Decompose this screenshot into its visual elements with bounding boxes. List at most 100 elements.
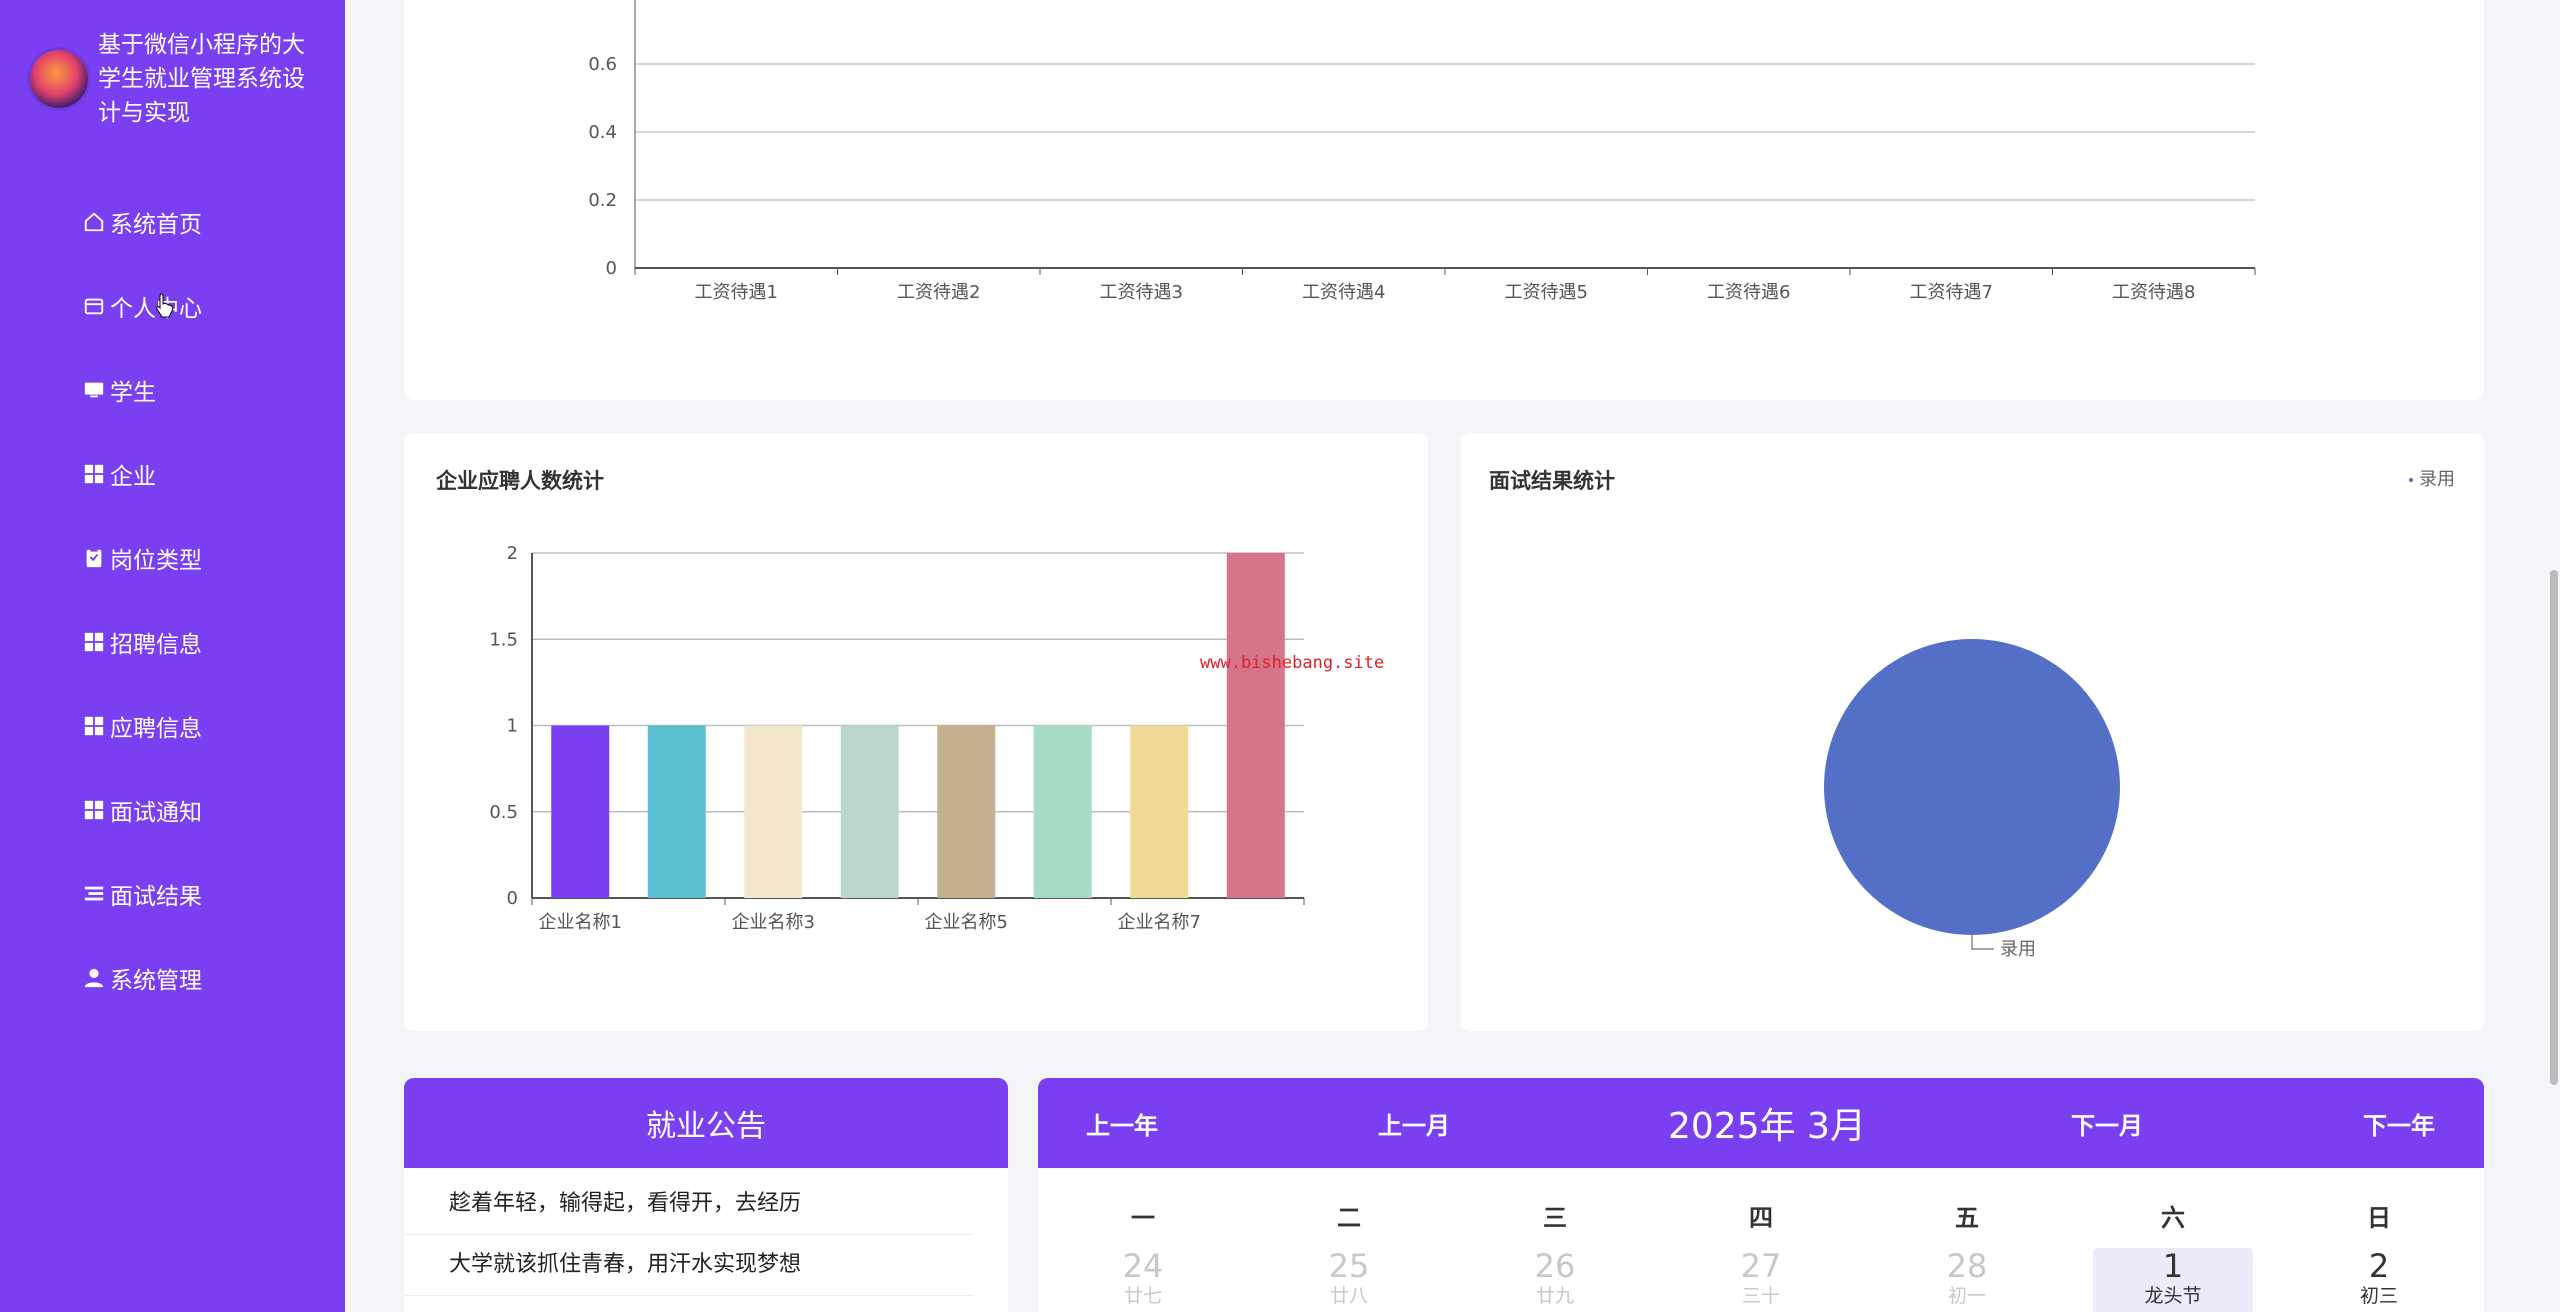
- pie-label: 录用: [2000, 939, 2036, 960]
- y-tick-label: 0.6: [588, 54, 617, 75]
- calendar-day[interactable]: 25 廿八: [1269, 1248, 1429, 1312]
- x-tick-label: 企业名称7: [1118, 912, 1201, 933]
- y-tick-label: 2: [507, 543, 518, 564]
- lunar-label: 三十: [1741, 1285, 1780, 1307]
- app-logo: [30, 50, 88, 108]
- x-tick-label: 工资待遇3: [1100, 282, 1183, 303]
- next-year-button[interactable]: 下一年: [2363, 1111, 2435, 1140]
- weekday-label: 三: [1543, 1204, 1567, 1232]
- bar: [551, 725, 610, 898]
- sidebar-item-home[interactable]: 系统首页: [0, 180, 345, 264]
- list-icon: [80, 883, 108, 905]
- sidebar-item-profile[interactable]: 个人中心: [0, 264, 345, 348]
- weekday-label: 五: [1955, 1204, 1979, 1232]
- y-tick-label: 0: [606, 258, 617, 279]
- calendar-day[interactable]: 24 廿七: [1063, 1248, 1223, 1312]
- grid-icon: [80, 631, 108, 653]
- list-item[interactable]: 趁着年轻，输得起，看得开，去经历: [404, 1174, 973, 1235]
- weekday-label: 日: [2367, 1204, 2391, 1232]
- sidebar-item-label: 应聘信息: [110, 716, 202, 742]
- notice-list: 趁着年轻，输得起，看得开，去经历 大学就该抓住青春，用汗水实现梦想: [404, 1168, 1008, 1312]
- bar: [840, 725, 899, 898]
- grid-icon: [80, 799, 108, 821]
- mouse-pointer-icon: [156, 293, 174, 318]
- day-number: 28: [1946, 1247, 1988, 1285]
- prev-month-button[interactable]: 上一月: [1378, 1111, 1450, 1140]
- grid-icon: [80, 715, 108, 737]
- legend-item[interactable]: 录用: [2409, 465, 2455, 491]
- lunar-label: 廿七: [1123, 1285, 1162, 1307]
- company-chart: 0 0.5 1 1.5 2 企业名称1 企业名称3 企业名称5 企业名称7: [489, 543, 1305, 933]
- day-number: 24: [1122, 1247, 1164, 1285]
- list-item[interactable]: 大学就该抓住青春，用汗水实现梦想: [404, 1235, 973, 1296]
- y-tick-label: 0.4: [588, 122, 617, 143]
- watermark: www.bishebang.site: [1200, 653, 1385, 673]
- legend-dot-icon: [2409, 478, 2413, 482]
- x-tick-label: 企业名称5: [925, 912, 1008, 933]
- sidebar-item-label: 学生: [110, 380, 156, 406]
- sidebar-item-companies[interactable]: 企业: [0, 432, 345, 516]
- sidebar-item-label: 招聘信息: [110, 632, 202, 658]
- sidebar-item-interview-result[interactable]: 面试结果: [0, 852, 345, 936]
- calendar-day[interactable]: 26 廿九: [1475, 1248, 1635, 1312]
- legend-label: 录用: [2419, 469, 2455, 490]
- app-title: 基于微信小程序的大学生就业管理系统设计与实现: [98, 32, 305, 126]
- scrollbar-thumb[interactable]: [2550, 570, 2558, 1085]
- x-tick-label: 工资待遇6: [1707, 282, 1790, 303]
- bar: [1033, 725, 1092, 898]
- y-tick-label: 1.5: [489, 629, 518, 650]
- interview-chart-title: 面试结果统计: [1489, 469, 1615, 493]
- sidebar-item-interview-notice[interactable]: 面试通知: [0, 768, 345, 852]
- calendar-day[interactable]: 27 三十: [1681, 1248, 1841, 1312]
- wallet-icon: [80, 295, 108, 317]
- bar: [1130, 725, 1189, 898]
- day-number: 2: [2368, 1247, 2390, 1285]
- y-tick-label: 0.5: [489, 802, 518, 823]
- salary-chart: 0 0.2 0.4 0.6 工资待遇1 工资待遇2 工资待遇3 工资待遇4 工资待遇5 工资待遇6…: [588, 0, 2256, 303]
- scrollbar[interactable]: [2546, 0, 2560, 1312]
- y-tick-label: 1: [507, 716, 518, 737]
- sidebar-item-label: 个人中心: [110, 296, 202, 322]
- lunar-label: 初一: [1947, 1285, 1986, 1307]
- weekday-label: 四: [1749, 1204, 1773, 1232]
- sidebar-nav: 系统首页 个人中心 学生 企业 岗位类型: [0, 180, 345, 1020]
- calendar-day[interactable]: 28 初一: [1887, 1248, 2047, 1312]
- company-chart-title: 企业应聘人数统计: [436, 469, 604, 493]
- pie-label-line: [1971, 935, 1994, 950]
- prev-year-button[interactable]: 上一年: [1086, 1111, 1158, 1140]
- home-icon: [80, 211, 108, 233]
- sidebar-item-job-types[interactable]: 岗位类型: [0, 516, 345, 600]
- weekday-label: 六: [2161, 1204, 2185, 1232]
- sidebar-item-label: 面试结果: [110, 884, 202, 910]
- lunar-label: 初三: [2359, 1285, 2398, 1307]
- bar: [937, 725, 996, 898]
- notice-title: 就业公告: [646, 1109, 766, 1144]
- sidebar-item-system-admin[interactable]: 系统管理: [0, 936, 345, 1020]
- lunar-label: 廿九: [1535, 1285, 1574, 1307]
- day-number: 26: [1534, 1247, 1576, 1285]
- sidebar-item-recruitment[interactable]: 招聘信息: [0, 600, 345, 684]
- lunar-label: 廿八: [1329, 1285, 1368, 1307]
- sidebar-item-label: 系统管理: [110, 968, 202, 994]
- y-tick-label: 0.2: [588, 190, 617, 211]
- sidebar: 基于微信小程序的大学生就业管理系统设计与实现 系统首页 个人中心 学生 企业: [0, 0, 345, 1312]
- sidebar-item-applications[interactable]: 应聘信息: [0, 684, 345, 768]
- x-tick-label: 工资待遇8: [2112, 282, 2195, 303]
- next-month-button[interactable]: 下一月: [2071, 1111, 2143, 1140]
- interview-pie-chart: 录用: [1824, 639, 2120, 960]
- weekday-label: 二: [1337, 1204, 1361, 1232]
- x-tick-label: 企业名称1: [539, 912, 622, 933]
- sidebar-item-label: 面试通知: [110, 800, 202, 826]
- x-tick-label: 工资待遇7: [1910, 282, 1993, 303]
- bar: [744, 725, 803, 898]
- sidebar-item-label: 企业: [110, 464, 156, 490]
- user-icon: [80, 967, 108, 989]
- bar: [1226, 553, 1285, 898]
- monitor-icon: [80, 379, 108, 401]
- x-tick-label: 企业名称3: [732, 912, 815, 933]
- calendar-month-title: 2025年 3月: [1668, 1106, 1866, 1147]
- sidebar-item-students[interactable]: 学生: [0, 348, 345, 432]
- lunar-label: 龙头节: [2144, 1285, 2202, 1307]
- calendar-day-today[interactable]: 1 龙头节: [2093, 1248, 2253, 1312]
- calendar-day[interactable]: 2 初三: [2299, 1248, 2459, 1312]
